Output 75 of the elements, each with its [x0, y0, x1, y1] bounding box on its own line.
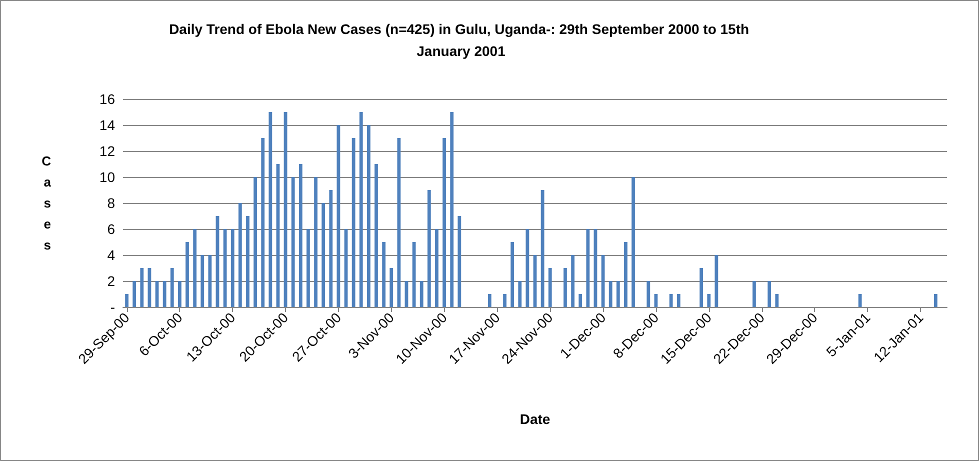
bar	[624, 242, 628, 307]
bar	[616, 281, 620, 307]
bar	[208, 255, 212, 307]
bar	[768, 281, 772, 307]
y-tick-label: 10	[99, 169, 116, 185]
bar	[170, 268, 174, 307]
bar	[578, 294, 582, 307]
bar	[510, 242, 514, 307]
bar	[230, 229, 234, 307]
y-tick-label: 6	[107, 221, 116, 237]
bar	[427, 190, 431, 307]
bar	[268, 112, 272, 307]
bar	[246, 216, 250, 307]
bar	[707, 294, 711, 307]
bar	[676, 294, 680, 307]
bar	[366, 125, 370, 307]
bar	[518, 281, 522, 307]
bar	[548, 268, 552, 307]
bar	[352, 138, 356, 307]
bar	[374, 164, 378, 307]
bar	[442, 138, 446, 307]
bar	[336, 125, 340, 307]
bar	[488, 294, 492, 307]
bar	[526, 229, 530, 307]
bar	[254, 177, 257, 307]
bar	[669, 294, 673, 307]
bar	[359, 112, 363, 307]
bar	[632, 177, 635, 307]
bar	[382, 242, 386, 307]
bar	[193, 229, 197, 307]
bar	[314, 177, 318, 307]
bar	[298, 164, 302, 307]
x-axis-title: Date	[520, 411, 550, 427]
bar	[132, 281, 136, 307]
bar	[858, 294, 862, 307]
bar	[775, 294, 779, 307]
bar	[186, 242, 189, 307]
y-tick-label: -	[110, 299, 116, 315]
bar	[200, 255, 204, 307]
bar	[140, 268, 144, 307]
bar	[322, 203, 326, 307]
bar	[934, 294, 938, 307]
bar	[329, 190, 333, 307]
bar	[223, 229, 227, 307]
bar	[586, 229, 590, 307]
y-tick-label: 2	[107, 273, 116, 289]
bar	[261, 138, 265, 307]
bar	[450, 112, 454, 307]
bar	[162, 281, 166, 307]
bar	[291, 177, 295, 307]
y-tick-label: 14	[99, 117, 116, 133]
chart-title: Daily Trend of Ebola New Cases (n=425) in Gulu, Uganda-: 29th September 2000 to 15th January 2001	[169, 21, 753, 59]
y-axis-title: Cases	[42, 154, 52, 252]
y-tick-label: 16	[99, 91, 116, 107]
y-tick-label: 12	[99, 143, 116, 159]
bar	[390, 268, 394, 307]
bar	[397, 138, 401, 307]
bar	[564, 268, 567, 307]
bar	[540, 190, 544, 307]
bar	[752, 281, 756, 307]
bar	[238, 203, 242, 307]
bar	[435, 229, 438, 307]
bar	[714, 255, 718, 307]
bar	[178, 281, 182, 307]
bar	[646, 281, 650, 307]
bar	[571, 255, 574, 307]
y-tick-label: 4	[107, 247, 116, 263]
y-tick-label: 8	[107, 195, 116, 211]
bar	[420, 281, 424, 307]
bar	[700, 268, 704, 307]
bar	[306, 229, 310, 307]
bar	[608, 281, 612, 307]
bar	[458, 216, 462, 307]
bar	[125, 294, 128, 307]
bar	[503, 294, 506, 307]
